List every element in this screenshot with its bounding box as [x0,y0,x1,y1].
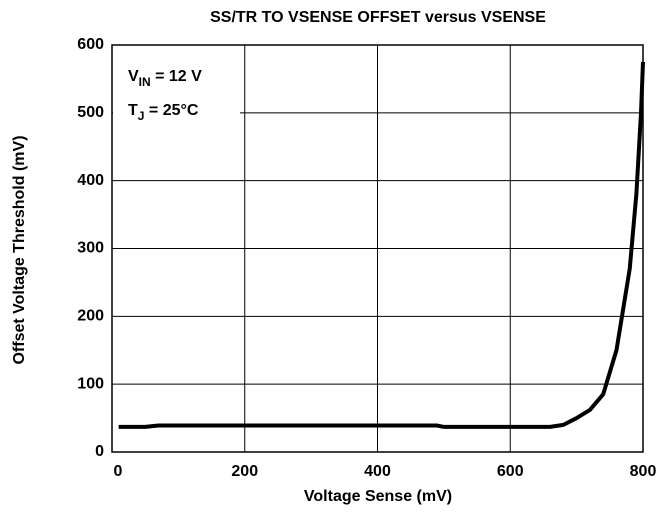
annotation-main: T [128,102,138,119]
x-tick-label: 0 [114,463,123,480]
annotation: TJ = 25°C [128,102,199,123]
annotation-sub: J [138,109,145,123]
y-tick-label: 400 [77,172,104,189]
annotation-rest: = 12 V [151,68,202,85]
x-tick-label: 400 [364,463,391,480]
y-tick-label: 600 [77,36,104,53]
x-tick-label: 200 [231,463,258,480]
chart-title: SS/TR TO VSENSE OFFSET versus VSENSE [210,9,546,26]
y-tick-label: 100 [77,375,104,392]
annotation: VIN = 12 V [128,68,202,89]
y-tick-label: 200 [77,308,104,325]
y-tick-label: 500 [77,104,104,121]
annotation-main: V [128,68,139,85]
y-axis-label: Offset Voltage Threshold (mV) [11,135,28,364]
x-axis-label: Voltage Sense (mV) [304,488,452,505]
plot-frame [111,44,644,453]
annotation-sub: IN [139,75,151,89]
x-tick-label: 800 [630,463,657,480]
annotation-box [113,46,240,126]
data-line [118,61,645,429]
y-tick-label: 0 [95,443,104,460]
y-tick-label: 300 [77,240,104,257]
annotation-rest: = 25°C [144,102,198,119]
x-tick-label: 600 [497,463,524,480]
